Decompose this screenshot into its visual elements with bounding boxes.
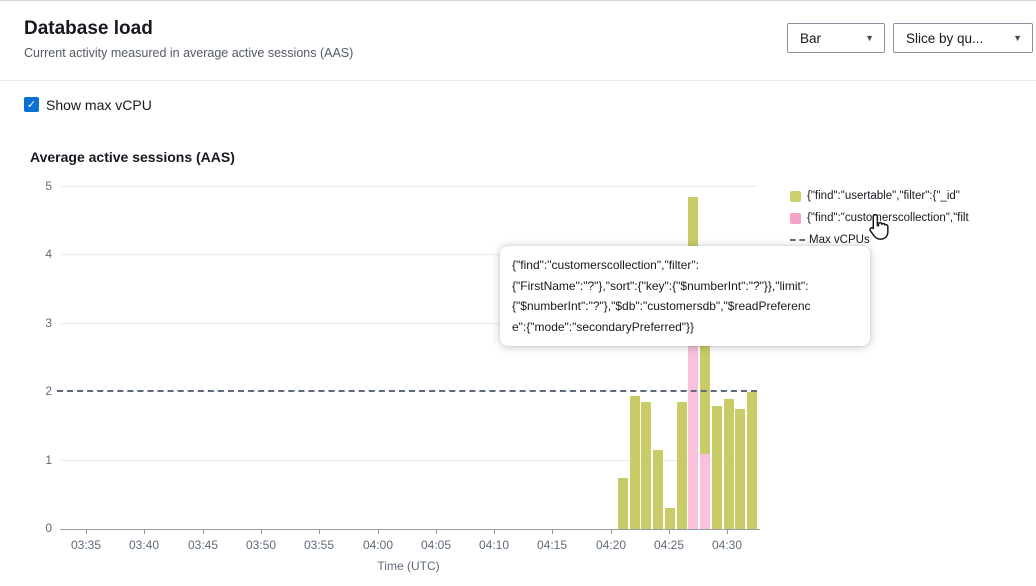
chart-type-select-value: Bar — [800, 30, 822, 46]
gridline — [60, 459, 757, 461]
show-max-vcpu-label: Show max vCPU — [46, 97, 152, 113]
x-axis: 03:35 03:40 03:45 03:50 03:55 04:00 04:05 04:10… — [60, 529, 760, 569]
bar-segment[interactable] — [641, 402, 651, 529]
gridline — [60, 186, 757, 187]
bar-segment[interactable] — [724, 399, 734, 529]
y-axis-label: 3 — [45, 315, 52, 330]
x-axis-label: 04:30 — [711, 538, 743, 552]
bar-segment[interactable] — [688, 276, 698, 529]
legend-swatch — [790, 212, 801, 224]
x-axis-label: 03:45 — [187, 538, 219, 552]
x-axis-tick — [669, 530, 670, 534]
slice-by-select[interactable]: Slice by qu... ▼ — [893, 23, 1033, 53]
legend-item-label: {"find":"customerscollection","filt — [807, 212, 969, 224]
x-axis-tick — [261, 530, 262, 534]
header-divider — [0, 80, 1036, 81]
bar-segment[interactable] — [677, 402, 687, 529]
query-tooltip-line: e":{"mode":"secondaryPreferred"}} — [512, 319, 695, 334]
x-axis-label: 03:50 — [245, 538, 277, 552]
x-axis-title: Time (UTC) — [377, 559, 440, 573]
pointer-cursor-icon — [866, 213, 891, 242]
x-axis-tick — [436, 530, 437, 534]
bar-segment[interactable] — [653, 450, 663, 529]
bar-segment[interactable] — [665, 508, 675, 529]
x-axis-tick — [494, 530, 495, 534]
bar-segment[interactable] — [630, 396, 640, 529]
query-tooltip-line: {"find":"customerscollection","filter": — [512, 258, 699, 272]
bar-segment[interactable] — [747, 392, 757, 529]
gridline — [60, 322, 757, 324]
show-max-vcpu-checkbox[interactable]: ✓ — [24, 97, 39, 112]
slice-by-select-value: Slice by qu... — [906, 30, 984, 46]
x-axis-label: 03:55 — [303, 538, 335, 552]
legend-item[interactable]: Max vCPUs — [790, 234, 969, 246]
x-axis-tick — [378, 530, 379, 534]
x-axis-label: 04:15 — [536, 538, 568, 552]
x-axis-tick — [203, 530, 204, 534]
query-tooltip-line: {"FirstName":"?"},"sort":{"key":{"$numbe… — [512, 278, 809, 293]
x-axis-tick — [552, 530, 553, 534]
x-axis-tick — [727, 530, 728, 534]
bar-segment[interactable] — [735, 409, 745, 529]
x-axis-label: 03:35 — [70, 538, 102, 552]
legend-item[interactable]: {"find":"usertable","filter":{"_id" — [790, 190, 969, 202]
query-tooltip: {"find":"customerscollection","filter": … — [500, 246, 870, 346]
max-vcpus-line — [57, 390, 757, 393]
dashed-line-swatch — [790, 239, 805, 241]
x-axis-label: 04:05 — [420, 538, 452, 552]
x-axis-tick — [611, 530, 612, 534]
chart-legend: {"find":"usertable","filter":{"_id" {"fin… — [790, 190, 969, 256]
plot-area — [57, 186, 760, 530]
legend-item-label: Max vCPUs — [809, 234, 870, 246]
legend-swatch — [790, 190, 801, 202]
page-subtitle: Current activity measured in average act… — [24, 46, 354, 60]
x-axis-label: 04:10 — [478, 538, 510, 552]
bar-segment[interactable] — [618, 478, 628, 529]
legend-item-label: {"find":"usertable","filter":{"_id" — [807, 190, 960, 202]
query-tooltip-line: {"$numberInt":"?"},"$db":"customersdb","… — [512, 299, 811, 313]
x-axis-tick — [319, 530, 320, 534]
y-axis-label: 2 — [45, 384, 52, 399]
y-axis-labels: 0 1 2 3 4 5 — [0, 179, 52, 535]
x-axis-tick — [144, 530, 145, 534]
y-axis-label: 0 — [45, 521, 52, 535]
x-axis-label: 04:00 — [362, 538, 394, 552]
y-axis-label: 4 — [45, 247, 52, 262]
legend-item[interactable]: {"find":"customerscollection","filt — [790, 212, 969, 224]
x-axis-tick — [86, 530, 87, 534]
y-axis-label: 5 — [45, 179, 52, 193]
page-title: Database load — [24, 18, 153, 39]
chevron-down-icon: ▼ — [865, 33, 874, 43]
x-axis-label: 04:25 — [653, 538, 685, 552]
x-axis-label: 03:40 — [128, 538, 160, 552]
chevron-down-icon: ▼ — [1013, 33, 1022, 43]
x-axis-label: 04:20 — [595, 538, 627, 552]
checkmark-icon: ✓ — [26, 99, 37, 111]
chart-type-select[interactable]: Bar ▼ — [787, 23, 885, 53]
bar-segment[interactable] — [688, 197, 698, 276]
chart-title: Average active sessions (AAS) — [30, 149, 235, 165]
y-axis-label: 1 — [45, 452, 52, 467]
gridline — [60, 254, 757, 256]
bar-segment[interactable] — [700, 454, 710, 529]
bar-segment[interactable] — [700, 331, 710, 454]
bar-segment[interactable] — [712, 406, 722, 529]
